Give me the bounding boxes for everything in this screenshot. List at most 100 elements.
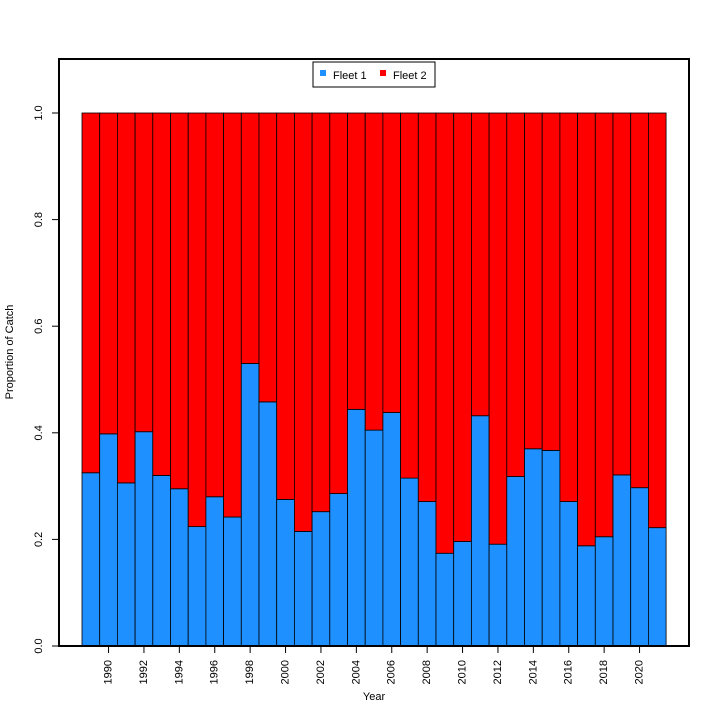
bar-fleet-2-2017 [577,112,596,547]
bar-fleet-2-2006 [382,112,401,413]
bar-fleet-1-2013 [506,476,525,647]
bar-fleet-2-1989 [81,112,101,474]
bar-fleet-2-2001 [293,112,313,532]
x-tick-label-1994: 1994 [173,660,185,684]
bar-fleet-1-2017 [577,545,596,647]
bar-fleet-2-2014 [524,112,543,450]
x-tick-label-2020: 2020 [633,660,645,684]
x-tick-label-2002: 2002 [315,660,327,684]
bar-fleet-2-1995 [187,112,207,528]
bar-fleet-1-2020 [630,487,649,647]
bar-fleet-2-2005 [364,112,384,431]
bar-fleet-1-1994 [170,488,189,647]
bar-fleet-1-2001 [293,531,313,647]
bar-fleet-1-2007 [400,477,419,647]
bar-fleet-1-2015 [541,449,561,647]
bar-fleet-2-2003 [329,112,348,494]
bar-fleet-1-1991 [117,482,136,647]
y-axis: 0.0 0.2 0.4 0.6 0.8 1.0 [33,105,60,654]
bar-fleet-2-2000 [276,112,295,500]
bar-fleet-1-1998 [240,363,260,647]
bar-fleet-2-1996 [205,112,224,498]
bar-fleet-1-2004 [347,408,366,647]
bar-fleet-2-2018 [594,112,614,538]
bar-fleet-1-2010 [453,541,472,647]
x-tick-label-2004: 2004 [350,660,362,684]
bar-fleet-2-1994 [170,112,189,490]
bar-fleet-2-2015 [541,112,561,451]
x-tick-label-2016: 2016 [563,660,575,684]
bar-fleet-1-2005 [364,429,384,647]
bar-fleet-2-1998 [240,112,260,364]
y-tick-label-1.0: 1.0 [33,105,45,120]
bar-fleet-2-2021 [648,112,667,529]
x-tick-label-2012: 2012 [492,660,504,684]
bar-fleet-1-2000 [276,499,295,647]
bar-fleet-1-1990 [99,433,118,647]
bar-fleet-2-1999 [258,112,278,403]
x-tick-label-2018: 2018 [598,660,610,684]
bar-fleet-2-1990 [99,112,118,435]
bar-fleet-1-1992 [134,431,154,647]
bar-fleet-2-2019 [612,112,632,476]
bar-fleet-1-2002 [311,511,331,647]
x-tick-label-2014: 2014 [527,660,539,684]
x-tick-label-1996: 1996 [209,660,221,684]
bar-fleet-1-1993 [152,475,171,647]
x-tick-label-1992: 1992 [138,660,150,684]
bar-fleet-2-1992 [134,112,154,433]
bar-fleet-1-2011 [470,415,490,647]
bar-fleet-2-2002 [311,112,331,513]
bar-fleet-1-1989 [81,472,101,647]
bar-fleet-1-2019 [612,474,632,647]
x-tick-label-2010: 2010 [456,660,468,684]
bar-fleet-2-2004 [347,112,366,410]
legend-swatch-fleet-2 [380,70,386,76]
y-tick-label-0.2: 0.2 [33,532,45,547]
x-axis: 1990 1992 1994 1996 1998 2000 2002 2004 2006 2008… [102,645,645,684]
bars-layer [81,112,667,647]
x-tick-label-2000: 2000 [279,660,291,684]
bar-fleet-1-2016 [559,501,579,647]
legend: Fleet 1 Fleet 2 [312,61,436,88]
y-tick-label-0.0: 0.0 [33,638,45,653]
bar-fleet-2-1993 [152,112,171,476]
bar-fleet-1-2018 [594,536,614,647]
bar-fleet-1-1995 [187,526,207,647]
x-axis-label: Year [363,691,386,703]
y-tick-label-0.6: 0.6 [33,319,45,334]
y-tick-label-0.8: 0.8 [33,212,45,227]
bar-fleet-1-2008 [417,501,437,647]
bar-fleet-2-2012 [488,112,508,545]
bar-fleet-2-2011 [470,112,490,417]
bar-fleet-1-2006 [382,412,401,647]
bar-fleet-2-2013 [506,112,525,477]
bar-fleet-2-1991 [117,112,136,484]
bar-fleet-2-2009 [435,112,455,554]
bar-fleet-1-2003 [329,493,348,647]
bar-fleet-2-1997 [223,112,242,518]
legend-label-fleet-1: Fleet 1 [333,70,367,82]
bar-fleet-2-2010 [453,112,472,542]
bar-fleet-2-2016 [559,112,579,502]
bar-fleet-2-2020 [630,112,649,489]
bar-fleet-1-1997 [223,516,242,647]
bar-fleet-1-1996 [205,496,224,647]
legend-label-fleet-2: Fleet 2 [393,70,427,82]
x-tick-label-2008: 2008 [421,660,433,684]
bar-fleet-1-2014 [524,448,543,647]
x-tick-label-1998: 1998 [244,660,256,684]
bar-fleet-1-2012 [488,543,508,647]
y-axis-label: Proportion of Catch [4,305,16,400]
bar-fleet-1-2021 [648,527,667,647]
x-tick-label-1990: 1990 [102,660,114,684]
legend-swatch-fleet-1 [320,70,326,76]
bar-fleet-1-1999 [258,401,278,647]
bar-fleet-2-2008 [417,112,437,502]
x-tick-label-2006: 2006 [386,660,398,684]
bar-fleet-2-2007 [400,112,419,479]
bar-fleet-1-2009 [435,552,455,647]
y-tick-label-0.4: 0.4 [33,425,45,440]
